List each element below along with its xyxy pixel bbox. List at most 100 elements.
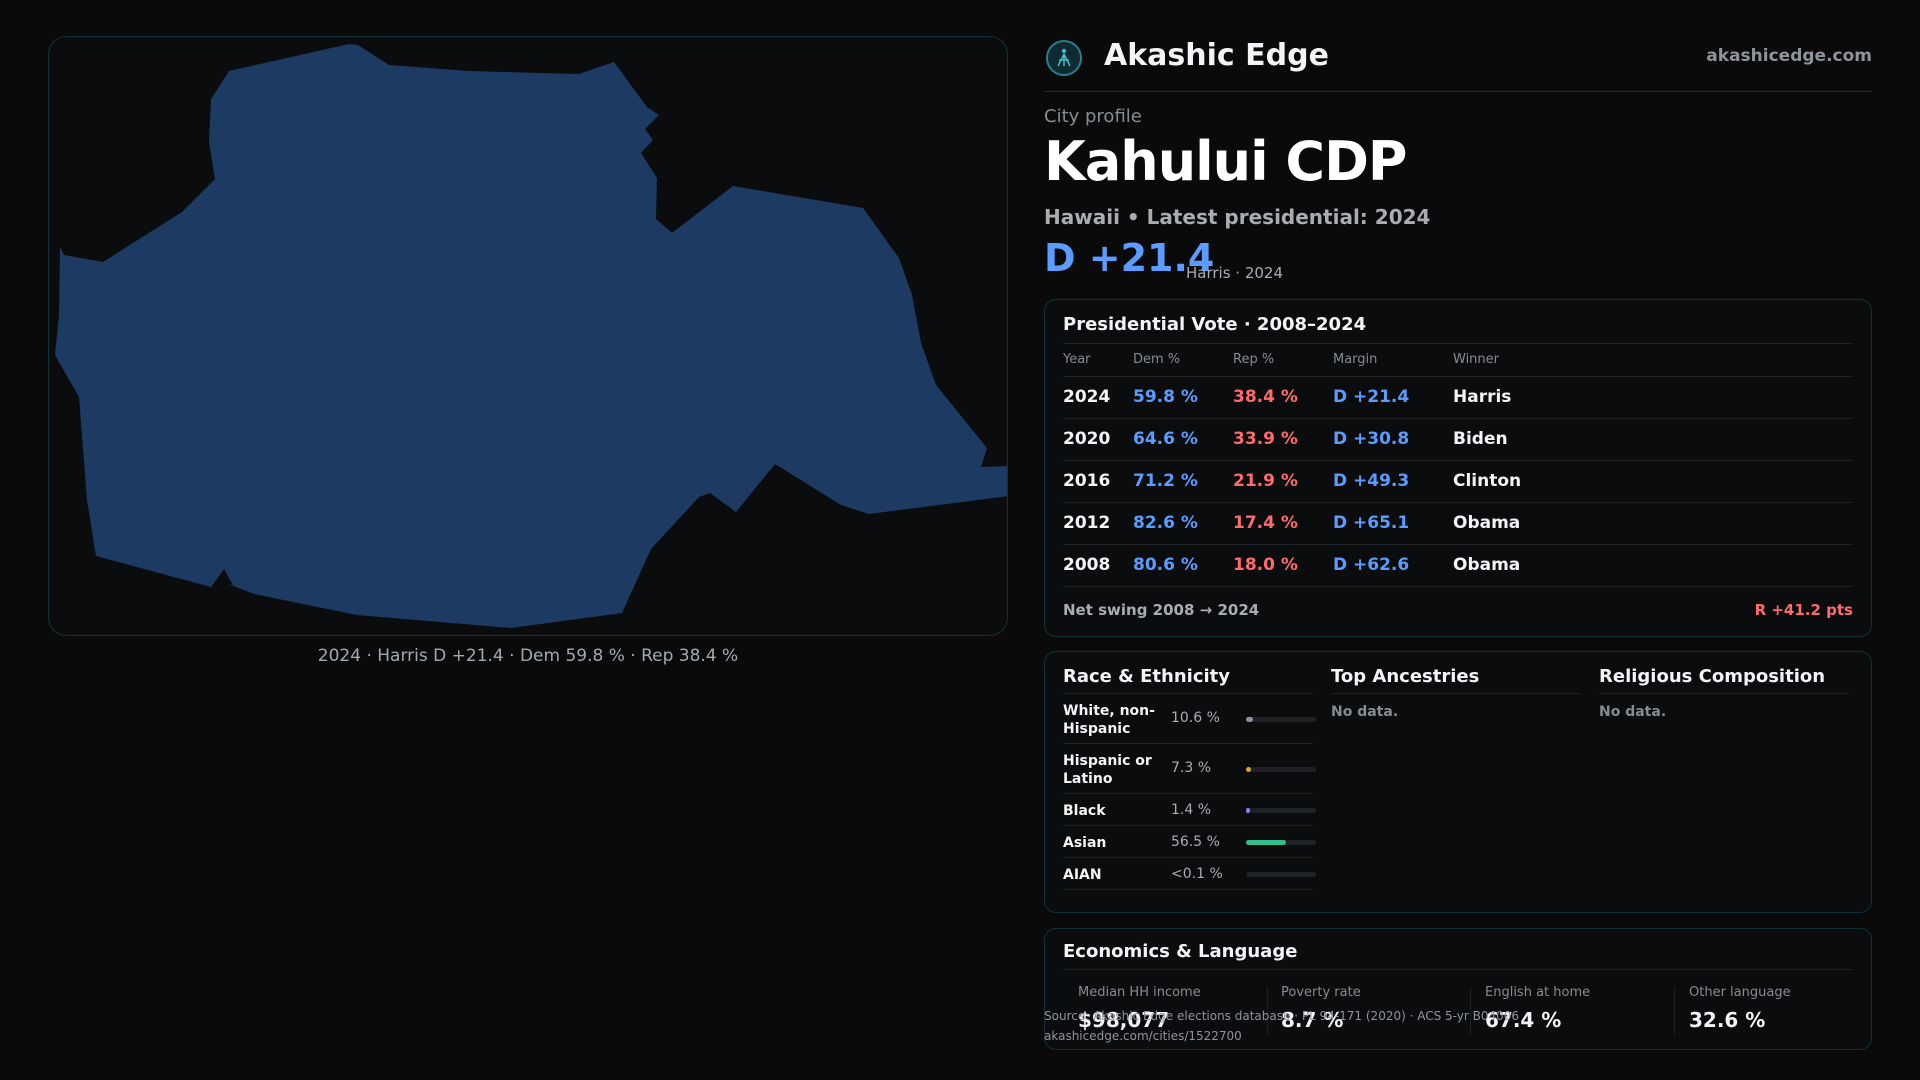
table-row[interactable]: 2008 80.6 % 18.0 % D +62.6 Obama [1063,544,1853,587]
vote-card-title: Presidential Vote · 2008–2024 [1063,314,1367,335]
ancestries-no-data: No data. [1331,704,1399,720]
race-row: Hispanic or Latino 7.3 % [1063,744,1316,794]
stat-divider [1267,987,1268,1035]
race-pct: 7.3 % [1171,760,1212,776]
header-dem: Dem % [1133,344,1233,377]
religion-section: Religious Composition No data. [1599,666,1849,720]
stat-value: 32.6 % [1689,1008,1766,1032]
page-subtitle: Hawaii • Latest presidential: 2024 [1044,205,1431,229]
cell-winner: Harris [1453,376,1853,419]
stat-label: Median HH income [1078,985,1201,1000]
table-row[interactable]: 2016 71.2 % 21.9 % D +49.3 Clinton [1063,460,1853,503]
net-swing-label: Net swing 2008 → 2024 [1063,601,1260,619]
page-eyebrow: City profile [1044,106,1142,127]
cell-winner: Biden [1453,418,1853,461]
stat-value: 8.7 % [1281,1008,1344,1032]
race-bar-fill [1246,767,1252,772]
race-bar-fill [1246,808,1250,813]
header-winner: Winner [1453,344,1853,377]
religion-no-data: No data. [1599,704,1667,720]
header-rep: Rep % [1233,344,1333,377]
stat-label: Other language [1689,985,1791,1000]
page-footer: Source: Akashic Edge elections database … [1044,1006,1519,1046]
race-bar-fill [1246,840,1286,845]
divider [1063,343,1853,344]
demographics-card: Race & Ethnicity White, non-Hispanic 10.… [1044,651,1872,913]
cell-rep: 38.4 % [1233,376,1333,419]
race-pct: <0.1 % [1171,866,1223,882]
stat-other-language: Other language 32.6 % [1689,985,1889,1032]
economics-card: Economics & Language Median HH income $9… [1044,928,1872,1050]
race-bar-track [1246,717,1316,722]
map-caption: 2024 · Harris D +21.4 · Dem 59.8 % · Rep… [317,646,739,666]
cell-margin: D +62.6 [1333,544,1453,587]
cell-winner: Obama [1453,502,1853,545]
city-boundary-shape[interactable] [55,44,1008,628]
stat-value: $98,077 [1078,1008,1170,1032]
stat-divider [1674,987,1675,1035]
race-bar-track [1246,808,1316,813]
stat-label: English at home [1485,985,1591,1000]
race-name: Hispanic or Latino [1063,753,1152,787]
cell-year: 2012 [1063,502,1133,545]
page-title: Kahului CDP [1044,130,1407,193]
vote-table: Year Dem % Rep % Margin Winner 2024 59.8… [1063,344,1853,587]
brand-name: Akashic Edge [1104,38,1329,73]
stat-english-at-home: English at home 67.4 % [1485,985,1685,1032]
stat-median-income: Median HH income $98,077 [1078,985,1278,1032]
table-row[interactable]: 2020 64.6 % 33.9 % D +30.8 Biden [1063,418,1853,461]
race-bar-track [1246,840,1316,845]
ancestries-title: Top Ancestries [1331,666,1581,694]
race-name: White, non-Hispanic [1063,703,1155,737]
race-bar-fill [1246,717,1254,722]
race-ethnicity-section: Race & Ethnicity White, non-Hispanic 10.… [1063,666,1316,890]
race-pct: 56.5 % [1171,834,1220,850]
race-bar-track [1246,767,1316,772]
presidential-vote-card: Presidential Vote · 2008–2024 Year Dem %… [1044,299,1872,637]
economics-title: Economics & Language [1063,941,1298,962]
cell-dem: 71.2 % [1133,460,1233,503]
city-boundary-map [55,44,1008,628]
race-row: AIAN <0.1 % [1063,858,1316,890]
header-year: Year [1063,344,1133,377]
cell-year: 2020 [1063,418,1133,461]
race-row: White, non-Hispanic 10.6 % [1063,694,1316,744]
cell-rep: 21.9 % [1233,460,1333,503]
race-name: Black [1063,803,1106,819]
table-row[interactable]: 2024 59.8 % 38.4 % D +21.4 Harris [1063,376,1853,419]
ancestries-section: Top Ancestries No data. [1331,666,1581,720]
race-row: Asian 56.5 % [1063,826,1316,858]
race-bar-track [1246,872,1316,877]
cell-winner: Obama [1453,544,1853,587]
stat-poverty-rate: Poverty rate 8.7 % [1281,985,1481,1032]
vote-table-header: Year Dem % Rep % Margin Winner [1063,344,1853,377]
akashic-edge-logo-icon[interactable] [1046,40,1082,76]
stat-divider [1470,987,1471,1035]
cell-rep: 17.4 % [1233,502,1333,545]
religion-title: Religious Composition [1599,666,1849,694]
brand-url-link[interactable]: akashicedge.com [1706,46,1872,66]
latest-margin-note: Harris · 2024 [1186,264,1284,282]
net-swing-value: R +41.2 pts [1754,601,1853,619]
header-margin: Margin [1333,344,1453,377]
race-pct: 1.4 % [1171,802,1212,818]
race-pct: 10.6 % [1171,710,1220,726]
cell-margin: D +21.4 [1333,376,1453,419]
cell-year: 2024 [1063,376,1133,419]
footer-link[interactable]: akashicedge.com/cities/1522700 [1044,1029,1242,1043]
cell-year: 2016 [1063,460,1133,503]
cell-margin: D +65.1 [1333,502,1453,545]
cell-dem: 82.6 % [1133,502,1233,545]
table-row[interactable]: 2012 82.6 % 17.4 % D +65.1 Obama [1063,502,1853,545]
race-name: AIAN [1063,867,1102,883]
race-section-title: Race & Ethnicity [1063,666,1313,694]
race-row: Black 1.4 % [1063,794,1316,826]
latest-margin: D +21.4 [1044,236,1215,280]
footer-source: Source: Akashic Edge elections database … [1044,1009,1520,1023]
city-map-panel[interactable] [48,36,1008,636]
cell-dem: 64.6 % [1133,418,1233,461]
cell-dem: 80.6 % [1133,544,1233,587]
divider [1063,969,1853,970]
race-name: Asian [1063,835,1107,851]
cell-margin: D +30.8 [1333,418,1453,461]
